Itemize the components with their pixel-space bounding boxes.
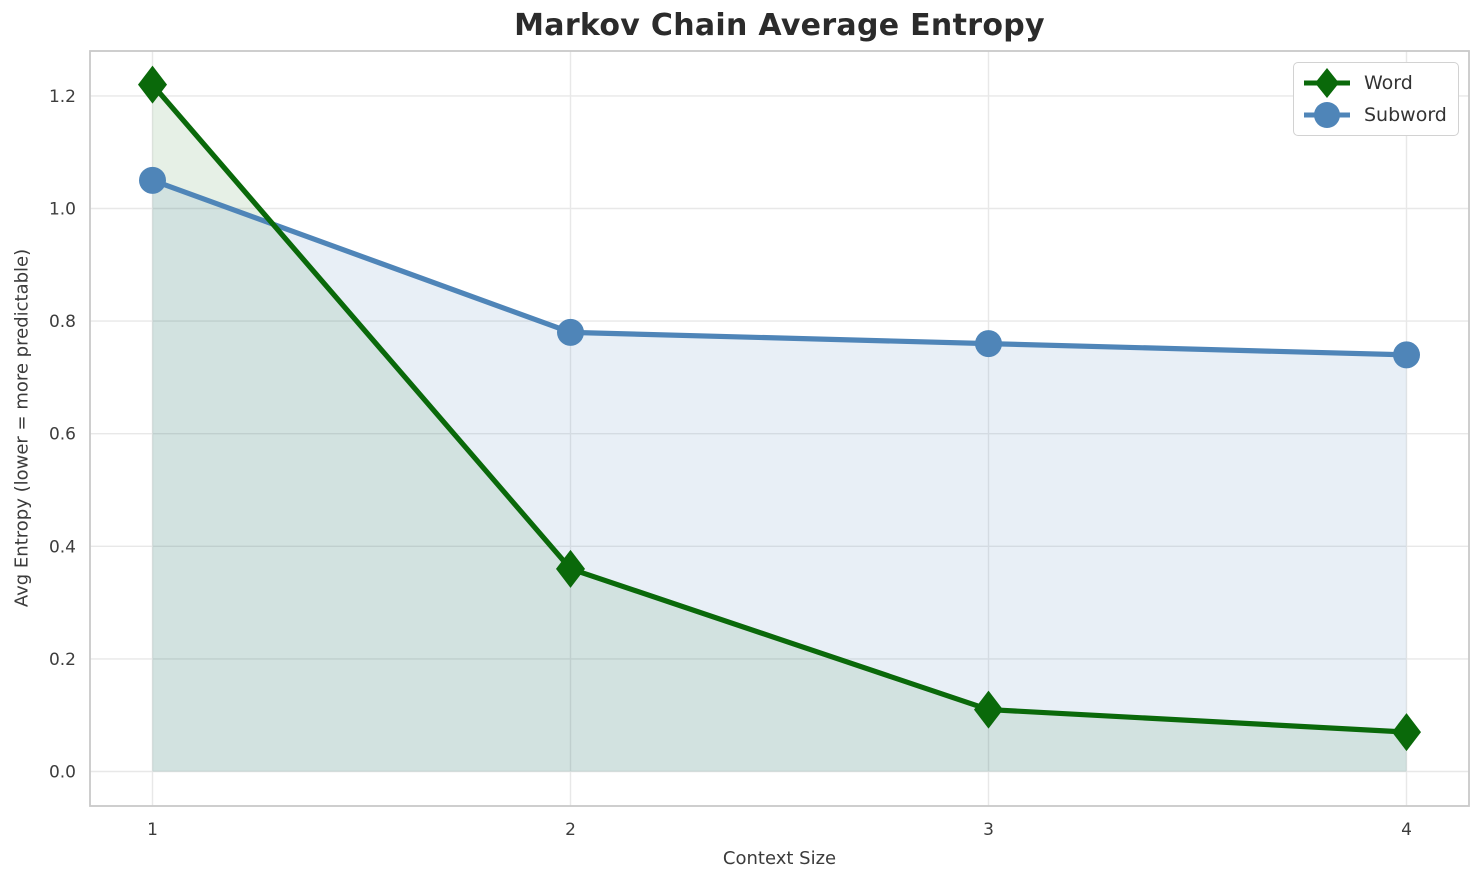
subword-data-point-marker	[139, 166, 166, 194]
y-tick-label: 0.0	[49, 763, 76, 783]
x-tick-label: 1	[147, 820, 158, 840]
word-data-point-marker	[138, 65, 167, 104]
y-tick-label: 0.4	[49, 537, 76, 557]
subword-series-fill	[152, 180, 1407, 772]
word-legend-marker-icon	[1304, 68, 1350, 98]
plot-border	[89, 50, 1470, 807]
x-tick-label: 2	[565, 820, 576, 840]
subword-data-point-marker	[1393, 341, 1420, 369]
subword-series-line	[149, 177, 1410, 358]
y-tick-label: 1.0	[49, 200, 76, 220]
y-tick-label: 0.6	[49, 425, 76, 445]
legend-label: Subword	[1364, 104, 1447, 126]
subword-legend-marker-icon	[1304, 102, 1350, 128]
legend-item-word: Word	[1302, 67, 1450, 99]
word-data-point-marker	[974, 690, 1003, 729]
word-series-fill	[152, 84, 1407, 772]
legend-item-subword: Subword	[1302, 99, 1450, 131]
word-data-point-marker	[1392, 713, 1421, 752]
word-series-line	[149, 82, 1410, 735]
subword-data-point-marker	[975, 330, 1002, 358]
word-data-point-marker	[556, 549, 585, 588]
x-tick-label: 4	[1401, 820, 1412, 840]
y-tick-label: 0.8	[49, 312, 76, 332]
y-tick-label: 1.2	[49, 87, 76, 107]
subword-data-point-marker	[557, 318, 584, 346]
chart-title: Markov Chain Average Entropy	[514, 8, 1045, 43]
legend-label: Word	[1364, 72, 1413, 94]
y-axis-label: Avg Entropy (lower = more predictable)	[11, 248, 33, 608]
x-axis-label: Context Size	[722, 848, 837, 869]
legend: Word Subword	[1293, 62, 1459, 136]
x-tick-label: 3	[983, 820, 994, 840]
y-tick-label: 0.2	[49, 650, 76, 670]
